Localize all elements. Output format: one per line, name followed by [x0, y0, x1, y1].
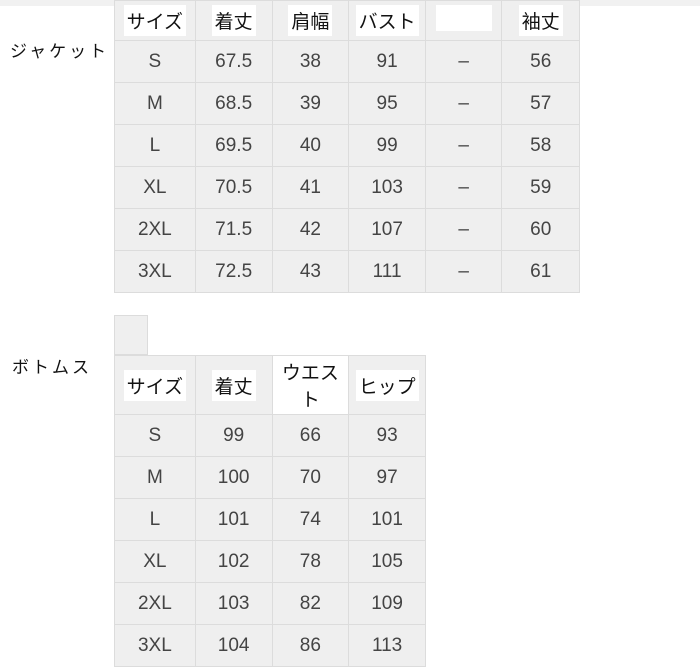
- table-cell: 113: [348, 624, 426, 667]
- table-cell: 82: [271, 582, 350, 625]
- table-cell: 72.5: [194, 250, 273, 293]
- table-cell: 70.5: [194, 166, 273, 209]
- table-cell: 67.5: [194, 40, 273, 83]
- table-cell: 74: [271, 498, 350, 541]
- table-cell: –: [424, 166, 503, 209]
- table-cell: L: [114, 498, 196, 541]
- table-cell: 100: [194, 456, 273, 499]
- table-cell: 95: [348, 82, 426, 125]
- empty-cell: [114, 315, 148, 355]
- table-cell: –: [424, 208, 503, 251]
- header-cell: 袖丈: [501, 0, 580, 41]
- table-cell: 86: [271, 624, 350, 667]
- table-cell: 39: [271, 82, 350, 125]
- table-cell: 3XL: [114, 250, 196, 293]
- jacket-size-table: サイズ 着丈 肩幅 バスト 袖丈 S 67.5 38 91–56 M 68.5 39 95–57 L 69.…: [114, 0, 580, 293]
- table-cell: 40: [271, 124, 350, 167]
- table-cell: M: [114, 82, 196, 125]
- header-label: バスト: [355, 5, 419, 36]
- header-cell: 着丈: [194, 0, 273, 41]
- table-cell: 99: [348, 124, 426, 167]
- header-label: 着丈: [211, 5, 256, 36]
- header-cell: ヒップ: [348, 355, 426, 415]
- bottoms-size-table: サイズ 着丈 ウエスト ヒップ S 99 66 93 M 100 70 97 L 101 74 101 XL 10…: [114, 355, 426, 667]
- table-row: S 99 66 93: [114, 414, 426, 457]
- table-cell: 61: [501, 250, 580, 293]
- table-cell: XL: [114, 166, 196, 209]
- table-row: XL 70.5 41 103–59: [114, 166, 580, 209]
- table-row: L 101 74 101: [114, 498, 426, 541]
- table-cell: 91: [348, 40, 426, 83]
- table-row: 2XL 71.5 42 107–60: [114, 208, 580, 251]
- table-cell: 103: [194, 582, 273, 625]
- header-cell: 着丈: [194, 355, 273, 415]
- header-cell: サイズ: [114, 355, 196, 415]
- blank-header: [435, 4, 492, 31]
- table-cell: 38: [271, 40, 350, 83]
- header-cell: バスト: [348, 0, 426, 41]
- table-row: 3XL 104 86 113: [114, 624, 426, 667]
- table-cell: 111: [348, 250, 426, 293]
- table-cell: 66: [271, 414, 350, 457]
- table-cell: 102: [194, 540, 273, 583]
- table-row: 3XL 72.5 43 111–61: [114, 250, 580, 293]
- jacket-label: ジャケット: [10, 42, 110, 62]
- table-cell: 2XL: [114, 208, 196, 251]
- table-cell: M: [114, 456, 196, 499]
- header-label: サイズ: [123, 369, 187, 401]
- table-cell: –: [424, 124, 503, 167]
- table-cell: 60: [501, 208, 580, 251]
- bottoms-label: ボトムス: [12, 358, 92, 378]
- header-label: ウエスト: [272, 356, 349, 414]
- header-label: サイズ: [123, 5, 187, 36]
- table-cell: 104: [194, 624, 273, 667]
- table-cell: 43: [271, 250, 350, 293]
- table-cell: 101: [348, 498, 426, 541]
- table-cell: 3XL: [114, 624, 196, 667]
- table-cell: –: [424, 82, 503, 125]
- table-row: L 69.5 40 99–58: [114, 124, 580, 167]
- table-cell: 97: [348, 456, 426, 499]
- table-cell: 56: [501, 40, 580, 83]
- table-cell: 93: [348, 414, 426, 457]
- header-cell: [424, 0, 503, 41]
- table-cell: L: [114, 124, 196, 167]
- table-cell: 71.5: [194, 208, 273, 251]
- table-cell: 68.5: [194, 82, 273, 125]
- table-cell: S: [114, 40, 196, 83]
- table-cell: 70: [271, 456, 350, 499]
- table-cell: 2XL: [114, 582, 196, 625]
- table-row: XL 102 78 105: [114, 540, 426, 583]
- table-cell: 109: [348, 582, 426, 625]
- table-cell: XL: [114, 540, 196, 583]
- table-cell: 78: [271, 540, 350, 583]
- table-row: S 67.5 38 91–56: [114, 40, 580, 83]
- table-cell: 105: [348, 540, 426, 583]
- table-cell: 41: [271, 166, 350, 209]
- table-cell: 69.5: [194, 124, 273, 167]
- header-cell: サイズ: [114, 0, 196, 41]
- table-cell: 58: [501, 124, 580, 167]
- table-row: M 100 70 97: [114, 456, 426, 499]
- table-cell: 103: [348, 166, 426, 209]
- table-cell: –: [424, 250, 503, 293]
- header-label: 袖丈: [518, 5, 563, 36]
- table-cell: S: [114, 414, 196, 457]
- table-cell: –: [424, 40, 503, 83]
- table-row: 2XL 103 82 109: [114, 582, 426, 625]
- table-cell: 57: [501, 82, 580, 125]
- table-cell: 99: [194, 414, 273, 457]
- header-cell: 肩幅: [271, 0, 350, 41]
- table-cell: 107: [348, 208, 426, 251]
- table-row: M 68.5 39 95–57: [114, 82, 580, 125]
- header-label: ヒップ: [355, 369, 419, 401]
- header-label: 肩幅: [288, 5, 333, 36]
- table-cell: 59: [501, 166, 580, 209]
- header-cell: ウエスト: [271, 355, 350, 415]
- table-cell: 101: [194, 498, 273, 541]
- header-label: 着丈: [211, 369, 256, 401]
- table-cell: 42: [271, 208, 350, 251]
